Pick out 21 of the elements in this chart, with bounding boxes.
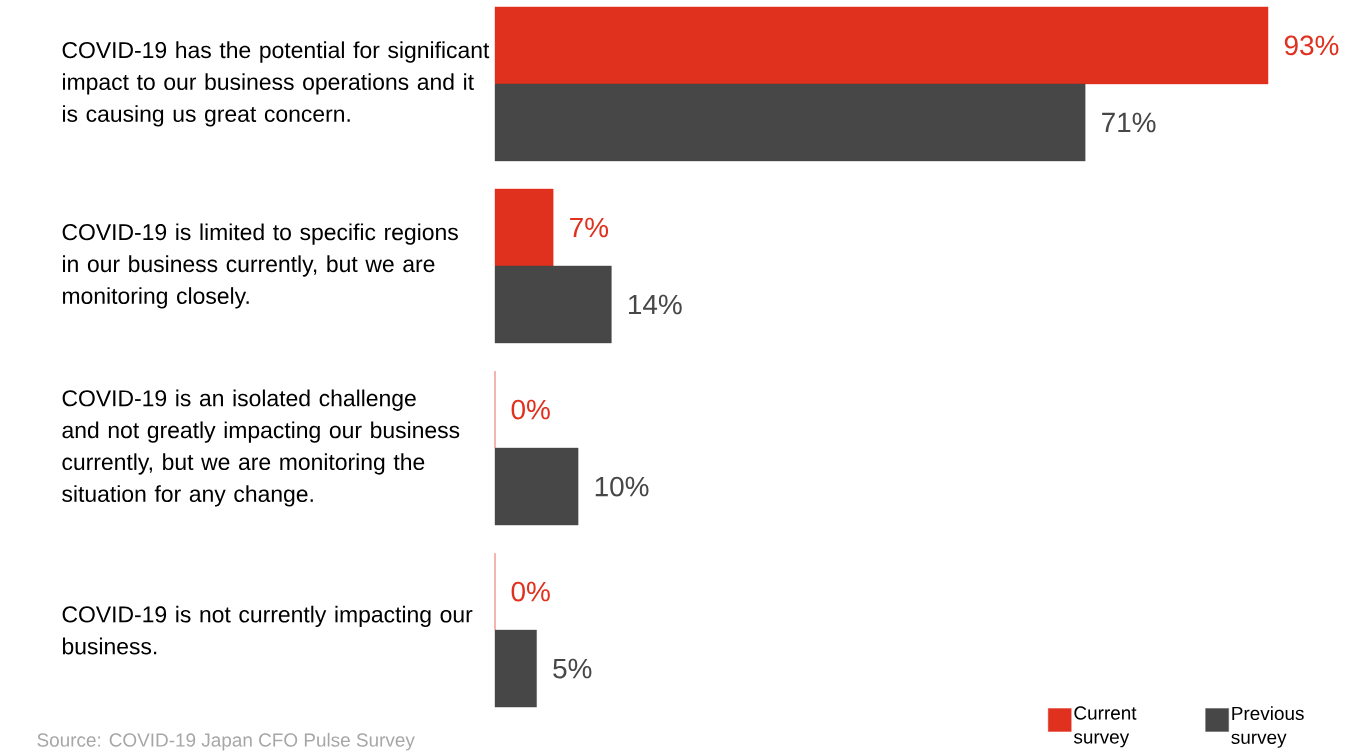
bar [494,629,537,708]
data-label: 0% [511,581,550,602]
bar [494,447,579,526]
y-tick-label: COVID-19 is not currently impacting our business. [62,605,473,655]
y-tick-label: COVID-19 is limited to specific regions in our business currently, but we are monitoring closely. [62,223,458,309]
data-label: 71% [1102,112,1156,133]
data-label: 14% [629,294,682,315]
data-label: 93% [1284,35,1339,56]
legend-label: Previous survey [1231,706,1304,748]
data-label: 0% [511,399,550,420]
data-label: 5% [553,658,592,679]
source-note: Source: COVID-19 Japan CFO Pulse Survey [37,732,415,751]
legend-label: Current survey [1073,706,1137,748]
data-label: 10% [595,476,649,497]
data-label: 7% [570,217,609,238]
y-tick-label: COVID-19 is an isolated challenge and not greatly impacting our business currently, but we are monitoring the situation for any change. [62,389,460,507]
bar [494,265,612,344]
bar [494,6,1269,85]
y-tick-label: COVID-19 has the potential for significant impact to our business operations and it is causing us great concern. [62,41,490,127]
bar [494,188,554,267]
bar [494,83,1086,162]
